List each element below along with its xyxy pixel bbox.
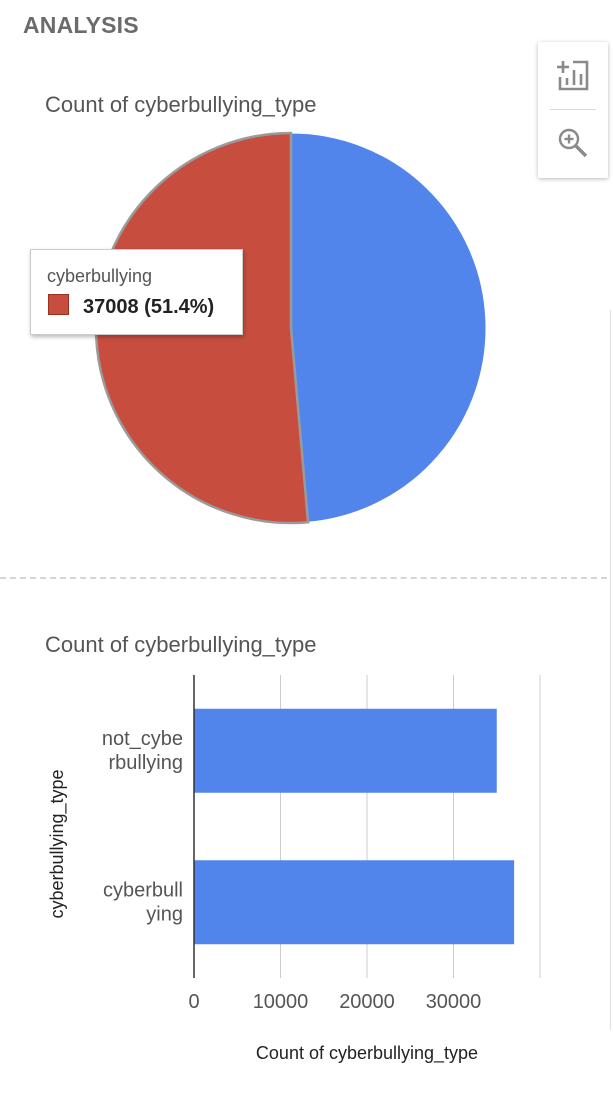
tooltip-swatch xyxy=(48,294,69,315)
chart-toolbar xyxy=(538,42,608,178)
pie-tooltip: cyberbullying 37008 (51.4%) xyxy=(30,249,243,335)
x-tick-label: 10000 xyxy=(253,991,309,1013)
section-title: ANALYSIS xyxy=(23,12,139,38)
x-axis-title: Count of cyberbullying_type xyxy=(256,1043,478,1064)
category-label: not_cybe rbullying xyxy=(102,728,183,774)
x-tick-label: 30000 xyxy=(426,991,482,1013)
toolbar-separator xyxy=(550,109,596,110)
panel-edge xyxy=(610,310,611,1030)
add-chart-button[interactable] xyxy=(538,42,608,108)
bar-0[interactable] xyxy=(194,708,497,793)
tooltip-label: cyberbullying xyxy=(47,266,153,286)
zoom-in-icon xyxy=(558,128,588,158)
bar-chart-title: Count of cyberbullying_type xyxy=(45,632,317,657)
pie-chart-title: Count of cyberbullying_type xyxy=(45,92,317,117)
category-label: cyberbull ying xyxy=(103,879,183,925)
y-axis-title: cyberbullying_type xyxy=(47,769,68,918)
add-chart-icon xyxy=(557,60,589,91)
tooltip-value: 37008 (51.4%) xyxy=(83,296,215,318)
bar-chart: not_cybe rbullying cyberbull ying 0 10000 2000… xyxy=(47,675,541,1064)
zoom-button[interactable] xyxy=(538,110,608,176)
pie-slice-not-cyberbullying[interactable] xyxy=(290,132,487,523)
x-tick-label: 0 xyxy=(188,991,199,1013)
section-divider xyxy=(0,577,607,579)
x-tick-label: 20000 xyxy=(339,991,395,1013)
bar-1[interactable] xyxy=(194,860,515,945)
pie-chart xyxy=(94,131,487,525)
